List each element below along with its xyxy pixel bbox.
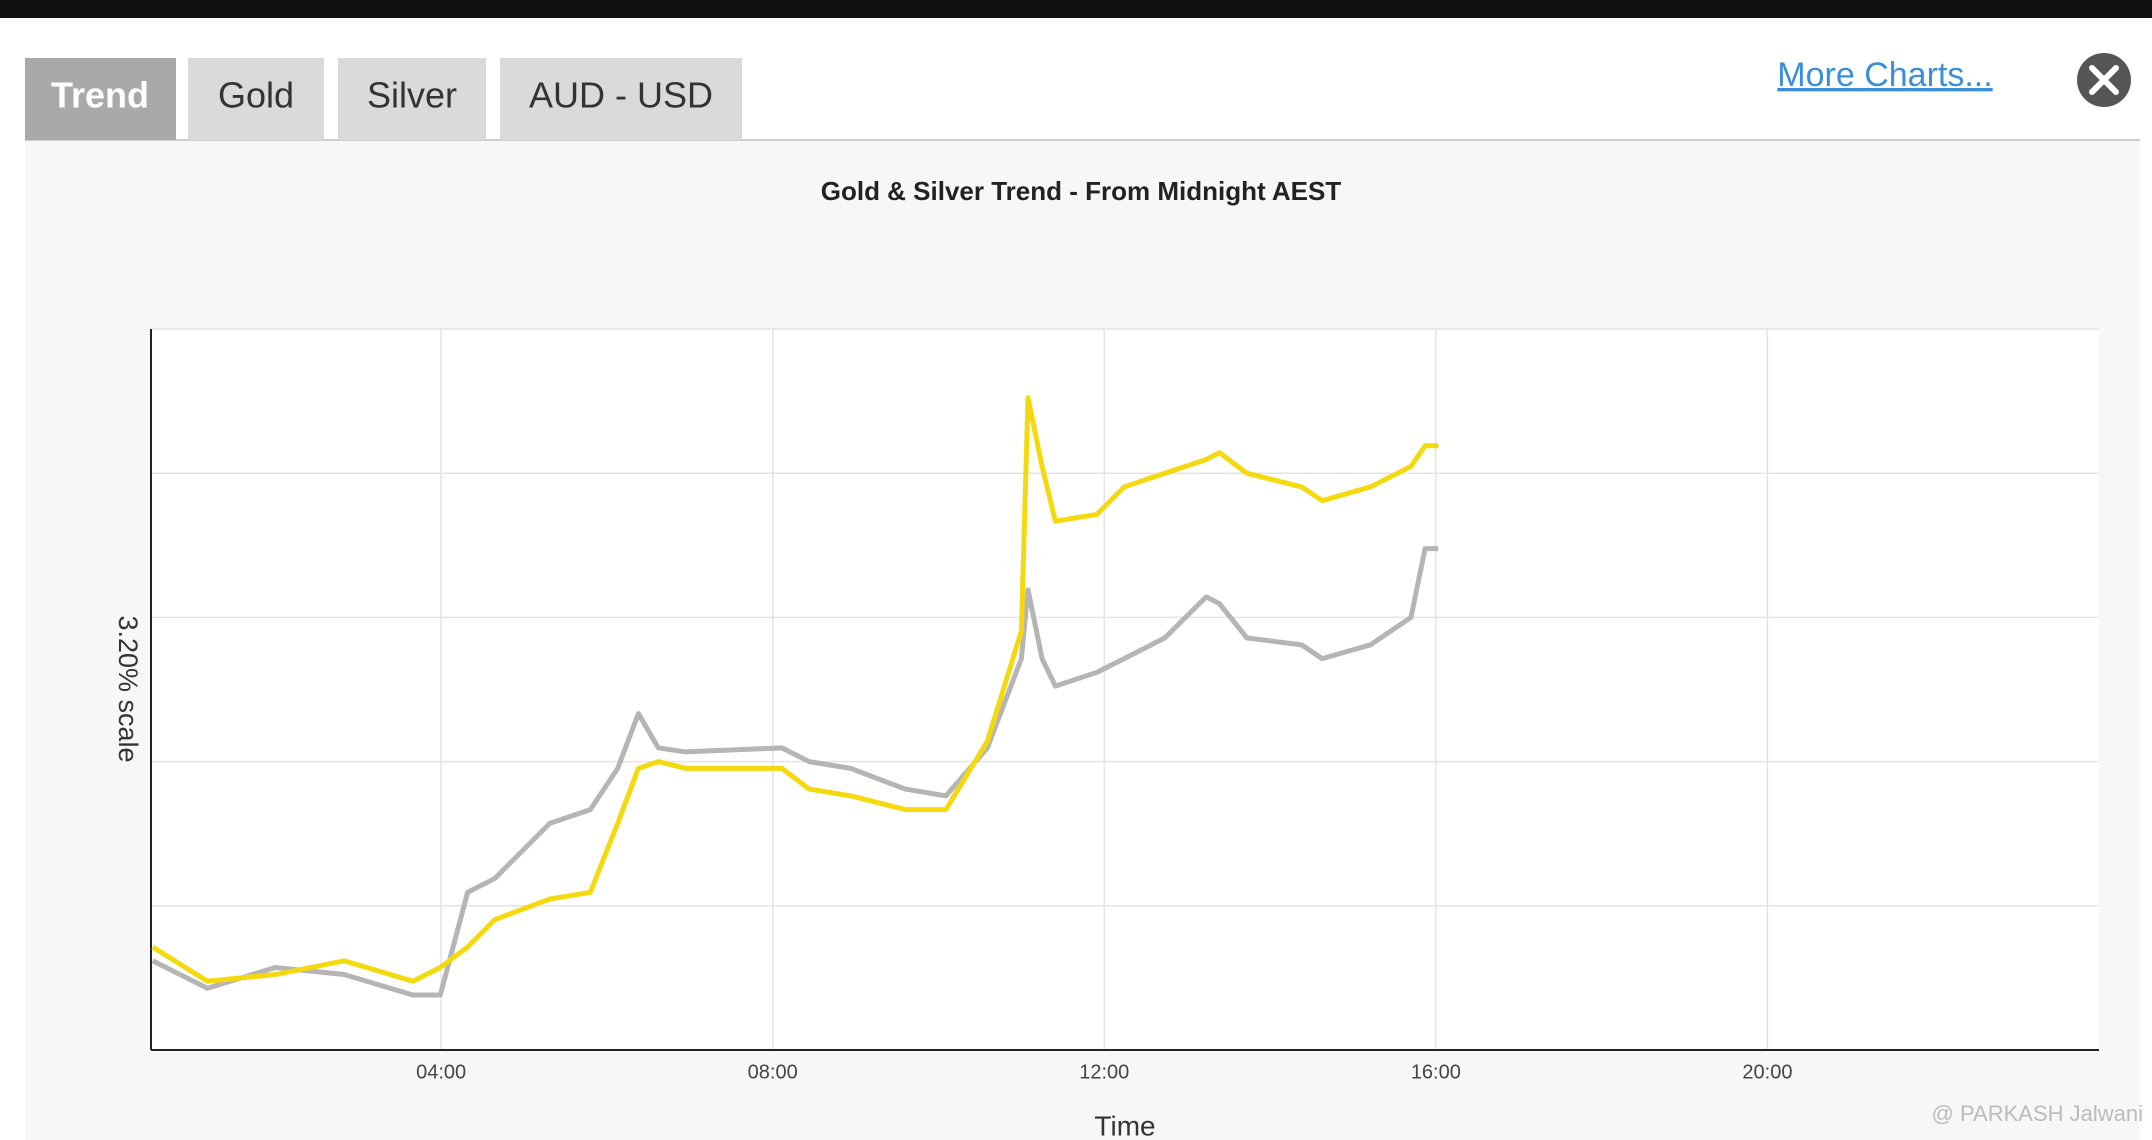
x-tick-label: 20:00 [1742,1061,1792,1083]
tab-silver[interactable]: Silver [338,58,486,140]
x-tick-label: 04:00 [416,1061,466,1083]
tab-trend[interactable]: Trend [25,58,176,140]
tab-label[interactable]: AUD - USD [529,75,713,116]
x-tick-label: 08:00 [748,1061,798,1083]
watermark: @ PARKASH Jalwani [1932,1101,2143,1126]
series-line [151,395,1439,984]
tab-bg[interactable] [500,58,742,140]
tab-label[interactable]: Gold [218,75,294,116]
x-tick-label: 16:00 [1411,1061,1461,1083]
tab-bg[interactable] [188,58,324,140]
x-tick-label: 12:00 [1079,1061,1129,1083]
close-button[interactable] [2077,53,2131,107]
more-charts-link[interactable]: More Charts... [1777,56,1992,94]
plot-area [151,329,2099,1050]
tab-gold[interactable]: Gold [188,58,324,140]
tab-label[interactable]: Trend [51,75,149,116]
y-axis-label: 3.20% scale [113,615,143,762]
series-line [151,546,1439,998]
tab-bg[interactable] [25,58,176,140]
top-bar [0,0,2152,18]
tab-label[interactable]: Silver [367,75,457,116]
chart-title: Gold & Silver Trend - From Midnight AEST [821,176,1342,206]
close-icon[interactable] [2089,65,2119,95]
x-axis-label: Time [1094,1110,1155,1140]
tab-bg[interactable] [338,58,486,140]
tab-aud-usd[interactable]: AUD - USD [500,58,742,140]
